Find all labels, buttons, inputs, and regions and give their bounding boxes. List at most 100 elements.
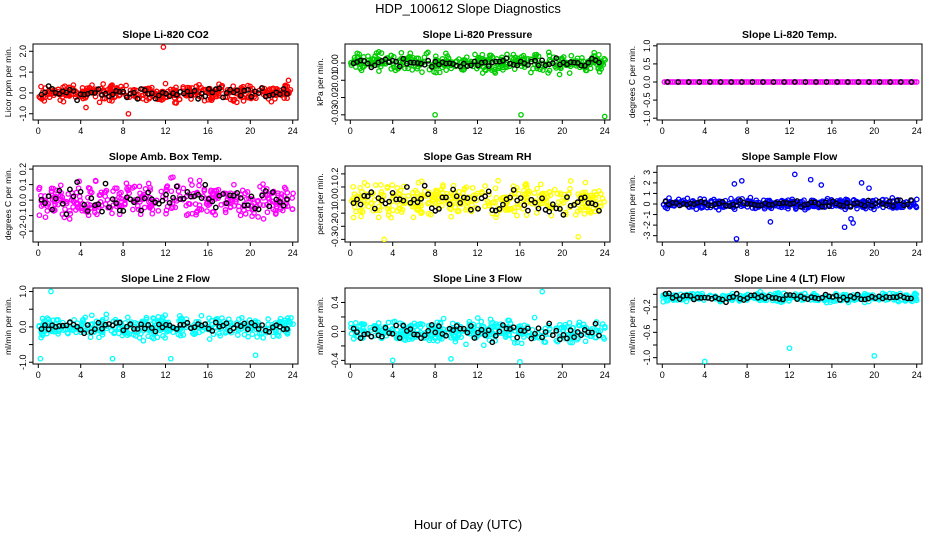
data-point: [162, 312, 169, 318]
x-tick-label: 24: [912, 126, 922, 136]
data-point: [230, 83, 237, 90]
data-point: [378, 327, 385, 334]
x-tick-label: 20: [245, 126, 255, 136]
data-point: [284, 189, 291, 196]
hourly-point: [92, 90, 98, 96]
hourly-point: [666, 290, 672, 297]
hourly-point: [549, 60, 556, 66]
hourly-point: [393, 58, 400, 65]
data-point: [895, 196, 901, 203]
hourly-point: [354, 329, 360, 335]
hourly-point: [738, 79, 745, 85]
data-point: [66, 207, 73, 214]
hourly-point: [198, 195, 205, 202]
hourly-point: [475, 205, 481, 212]
hourly-point: [421, 61, 428, 68]
hourly-point: [418, 335, 424, 341]
x-tick-label: 24: [600, 370, 610, 380]
hourly-point: [560, 331, 567, 338]
data-point: [70, 198, 77, 205]
data-point: [109, 210, 115, 217]
x-tick-label: 12: [160, 248, 170, 258]
data-point: [126, 190, 133, 196]
y-axis-label: degrees C per min.: [627, 46, 637, 118]
y-tick-label: 2: [642, 180, 652, 185]
hourly-point: [897, 79, 904, 85]
hourly-point: [492, 332, 499, 339]
data-point: [118, 195, 124, 202]
hourly-point: [134, 95, 141, 102]
data-point: [272, 211, 279, 217]
x-tick-label: 8: [745, 248, 750, 258]
hourly-point: [364, 193, 371, 200]
data-point: [375, 49, 382, 55]
data-point: [523, 180, 529, 187]
hourly-point: [694, 294, 701, 301]
data-point: [427, 211, 434, 218]
hourly-point: [478, 59, 485, 66]
data-point: [582, 179, 589, 186]
x-tick-label: 0: [348, 370, 353, 380]
hourly-point: [400, 322, 407, 329]
hourly-point: [525, 325, 531, 332]
data-point: [53, 317, 60, 323]
hourly-point: [532, 57, 538, 64]
data-point: [222, 207, 229, 213]
hourly-point: [499, 322, 506, 328]
hourly-point: [485, 188, 492, 195]
hourly-point: [106, 204, 113, 211]
hourly-point: [471, 195, 478, 202]
data-point: [245, 333, 251, 340]
data-point: [177, 332, 184, 339]
x-tick-label: 4: [78, 370, 83, 380]
data-point: [371, 323, 377, 329]
hourly-point: [42, 89, 48, 96]
data-point: [888, 203, 895, 209]
data-point: [398, 49, 405, 56]
y-tick-label: -0.4: [330, 353, 340, 369]
outlier-point: [848, 215, 854, 222]
outlier-point: [786, 345, 793, 352]
hourly-point: [269, 189, 276, 196]
outlier-point: [791, 171, 798, 178]
y-tick-label: -0.02: [330, 87, 340, 108]
y-tick-label: -2: [642, 221, 652, 229]
data-point: [546, 188, 553, 195]
hourly-point: [719, 198, 726, 205]
hourly-point: [716, 295, 722, 302]
hourly-point: [510, 186, 517, 193]
data-point: [582, 189, 589, 196]
hourly-point: [209, 198, 216, 205]
data-point: [580, 189, 586, 196]
data-point: [205, 202, 211, 209]
hourly-point: [443, 60, 449, 67]
hourly-point: [475, 62, 481, 69]
hourly-point: [482, 332, 488, 338]
y-tick-label: -0.03: [330, 105, 340, 126]
hourly-point: [145, 91, 152, 97]
hourly-point: [435, 323, 442, 330]
hourly-point: [195, 191, 202, 198]
data-point: [360, 64, 366, 71]
hourly-point: [116, 319, 123, 326]
hourly-point: [687, 293, 694, 299]
hourly-point: [411, 196, 417, 203]
x-tick-label: 8: [745, 370, 750, 380]
hourly-point: [237, 323, 244, 330]
hourly-point: [198, 90, 205, 97]
hourly-point: [908, 79, 915, 85]
data-point: [478, 189, 485, 196]
hourly-point: [396, 335, 403, 341]
data-point: [118, 189, 124, 196]
data-point: [432, 199, 439, 206]
data-point: [531, 314, 538, 321]
hourly-point: [248, 319, 255, 326]
data-point: [493, 194, 500, 201]
hourly-point: [127, 321, 134, 328]
hourly-point: [696, 79, 703, 85]
hourly-point: [56, 187, 63, 194]
hourly-point: [834, 79, 841, 85]
outlier-point: [448, 356, 454, 362]
hourly-point: [220, 191, 226, 197]
